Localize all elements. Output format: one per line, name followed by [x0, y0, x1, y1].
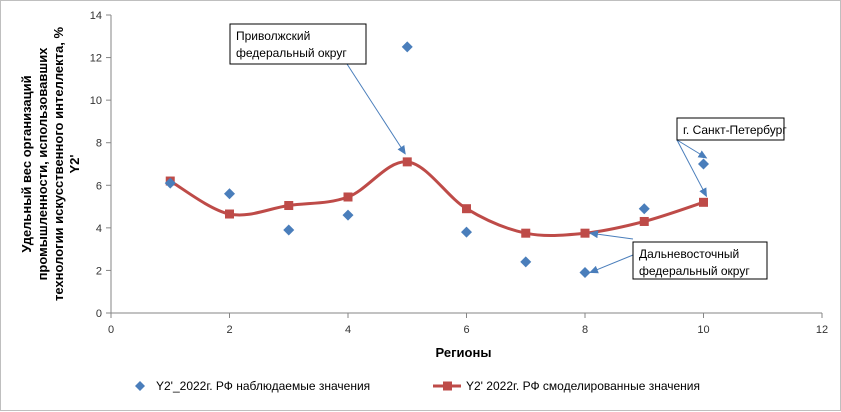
callout-arrow	[589, 230, 634, 240]
x-tick-label: 0	[108, 324, 114, 336]
y-tick-label: 8	[96, 138, 102, 150]
x-tick-label: 4	[345, 324, 351, 336]
callout-box	[632, 241, 768, 280]
modelled-point	[284, 201, 294, 211]
y-tick-label: 14	[90, 10, 102, 22]
observed-point	[579, 267, 591, 279]
y-tick-label: 12	[90, 53, 102, 65]
modelled-series-line	[169, 160, 704, 237]
x-tick-label: 6	[463, 324, 469, 336]
x-tick-label: 2	[226, 324, 232, 336]
observed-point	[224, 188, 235, 200]
x-tick-label: 10	[697, 324, 709, 336]
observed-point	[164, 177, 176, 189]
x-axis-title: Регионы	[436, 345, 492, 360]
observed-point	[698, 158, 709, 170]
modelled-point	[521, 228, 531, 238]
callout-label: Дальневосточный	[639, 247, 739, 261]
modelled-point	[343, 192, 353, 202]
callout-label: федеральный округ	[639, 264, 750, 278]
y-tick-label: 2	[96, 265, 102, 277]
legend-observed-label: Y2'_2022г. РФ наблюдаемые значения	[156, 379, 370, 393]
callout-label: г. Санкт-Петербург	[683, 123, 787, 137]
callout-arrow	[676, 139, 708, 159]
callout-box	[676, 117, 785, 141]
observed-point	[342, 209, 354, 221]
callout-label: Приволжский	[236, 29, 310, 43]
y-axis-title-line: Удельный вес организаций	[19, 75, 34, 252]
modelled-point	[580, 228, 590, 238]
observed-point	[638, 203, 650, 215]
callout-label: федеральный округ	[236, 46, 347, 60]
modelled-point	[225, 209, 234, 219]
x-tick-label: 8	[582, 324, 588, 336]
legend-modelled-label: Y2' 2022г. РФ смоделированные значения	[466, 379, 700, 393]
callout-arrow	[346, 63, 406, 155]
y-axis-title-line: технологии искусственного интеллекта, %	[51, 27, 66, 301]
observed-point	[461, 226, 472, 238]
modelled-point	[699, 197, 708, 207]
y-axis-title-line: промышленности, использовавших	[35, 47, 50, 281]
modelled-point	[639, 216, 649, 226]
callout-arrow	[589, 254, 634, 274]
legend-modelled-marker	[443, 381, 452, 391]
callout-box	[229, 23, 367, 65]
legend-observed-marker	[135, 381, 145, 391]
modelled-point	[402, 157, 412, 167]
x-tick-label: 12	[816, 324, 828, 336]
y-axis-title-line: Y2'	[67, 155, 82, 174]
observed-point	[283, 224, 295, 236]
y-tick-label: 10	[90, 95, 102, 107]
observed-point	[520, 256, 532, 268]
y-tick-label: 6	[96, 180, 102, 192]
y-tick-label: 4	[96, 223, 102, 235]
observed-point	[401, 41, 413, 53]
callout-arrow	[676, 139, 707, 198]
y-tick-label: 0	[96, 308, 102, 320]
modelled-point	[462, 204, 471, 214]
